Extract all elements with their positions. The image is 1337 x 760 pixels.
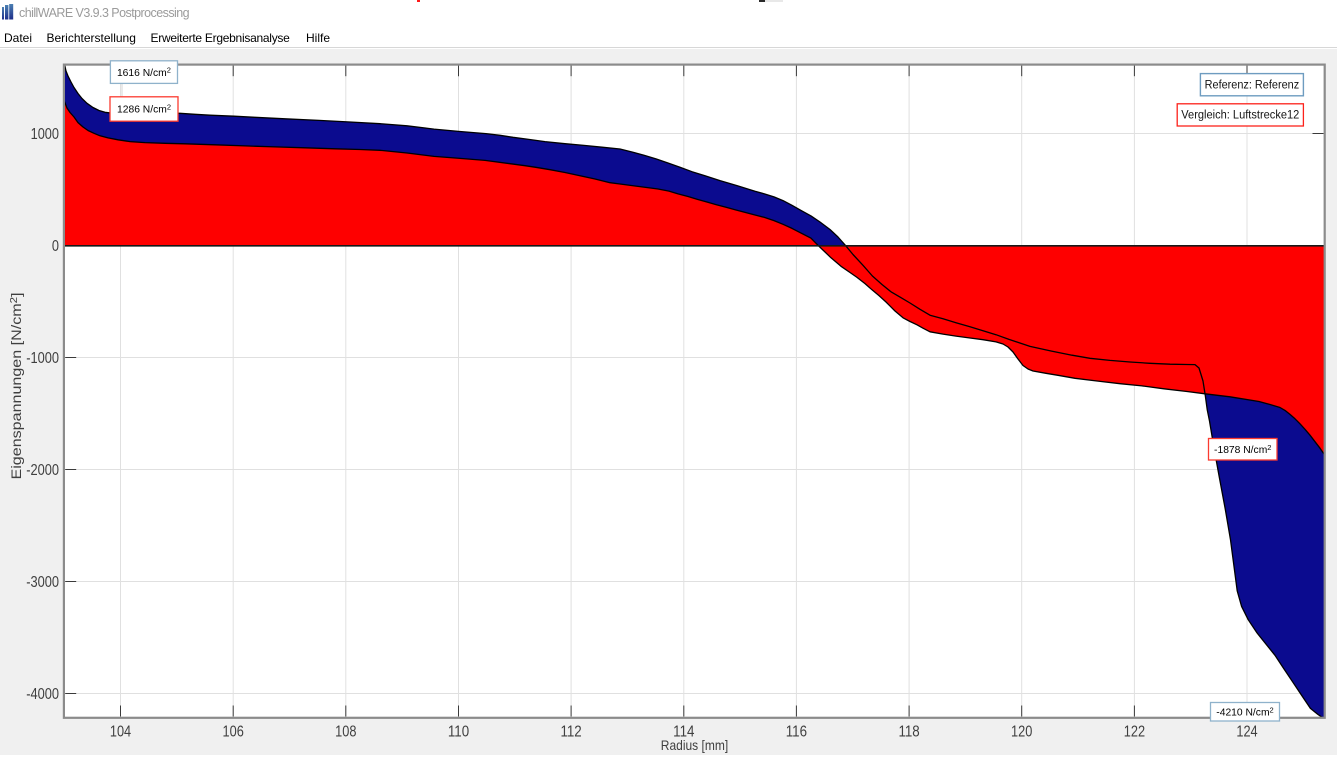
svg-text:112: 112 <box>560 724 581 741</box>
svg-text:104: 104 <box>110 724 131 741</box>
svg-text:Radius [mm]: Radius [mm] <box>661 737 728 753</box>
svg-text:120: 120 <box>1011 724 1032 741</box>
svg-text:-4210 N/cm2: -4210 N/cm2 <box>1216 705 1273 718</box>
svg-text:Vergleich: Luftstrecke12: Vergleich: Luftstrecke12 <box>1181 110 1299 122</box>
svg-text:122: 122 <box>1124 724 1145 741</box>
svg-text:1616 N/cm2: 1616 N/cm2 <box>117 66 171 79</box>
svg-text:0: 0 <box>52 238 59 255</box>
svg-text:108: 108 <box>335 724 356 741</box>
svg-text:124: 124 <box>1236 724 1257 741</box>
svg-text:106: 106 <box>223 724 244 741</box>
svg-text:116: 116 <box>786 724 807 741</box>
svg-text:110: 110 <box>448 724 469 741</box>
svg-text:Eigenspannungen [N/cm2]: Eigenspannungen [N/cm2] <box>8 293 24 480</box>
svg-text:-2000: -2000 <box>26 462 59 479</box>
svg-text:118: 118 <box>898 724 919 741</box>
svg-text:-1000: -1000 <box>26 350 59 367</box>
svg-text:-1878 N/cm2: -1878 N/cm2 <box>1214 443 1271 456</box>
svg-text:Referenz: Referenz: Referenz: Referenz <box>1205 79 1300 91</box>
svg-text:-4000: -4000 <box>26 686 59 703</box>
svg-text:-3000: -3000 <box>26 574 59 591</box>
svg-text:1000: 1000 <box>31 126 59 143</box>
svg-text:114: 114 <box>673 724 694 741</box>
svg-text:1286 N/cm2: 1286 N/cm2 <box>117 103 171 116</box>
